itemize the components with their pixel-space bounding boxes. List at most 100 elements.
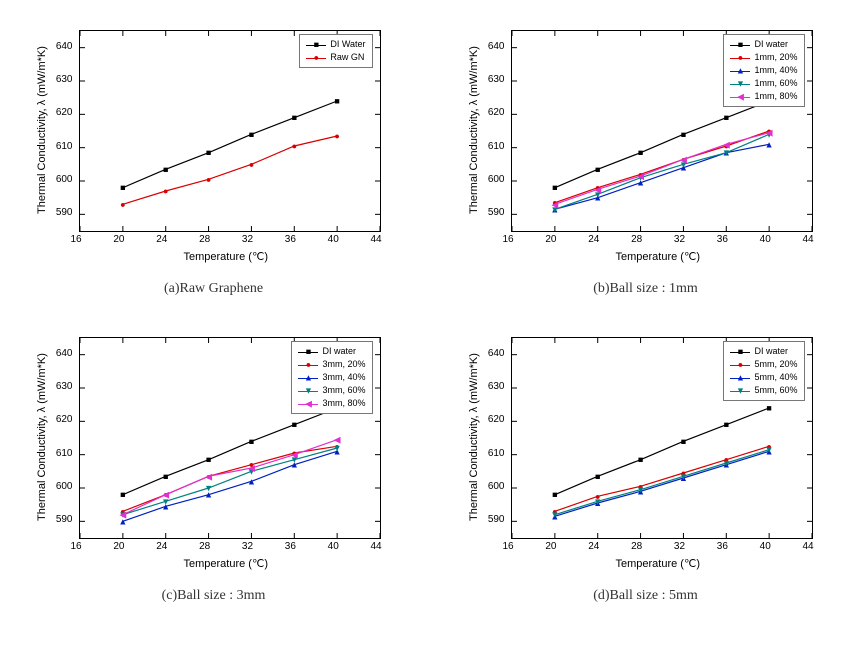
series-marker: ▼ [593, 496, 602, 506]
ytick-label: 590 [456, 514, 505, 525]
series-marker: ■ [248, 436, 253, 446]
y-axis-title: Thermal Conductivity, λ (mW/m*K) [36, 337, 48, 537]
xtick-label: 36 [285, 234, 296, 245]
xtick-label: 36 [717, 541, 728, 552]
series-marker: ◀ [765, 128, 772, 138]
chart-wrap: ■■■■■■●●●●●●▲▲▲▲▲▲▼▼▼▼▼▼◀◀◀◀◀◀5906006106… [24, 322, 404, 582]
series-marker: ■ [680, 129, 685, 139]
series-line [554, 144, 768, 209]
series-line [554, 134, 768, 209]
series-marker: ■ [637, 148, 642, 158]
series-marker: ● [205, 174, 210, 184]
legend-item: ▼ 3mm, 60% [298, 384, 365, 397]
series-marker: ■ [291, 420, 296, 430]
legend-item: ▲5mm, 40% [730, 371, 797, 384]
legend-item: ▼ 5mm, 60% [730, 384, 797, 397]
series-marker: ● [291, 141, 296, 151]
legend-label: 1mm, 60% [754, 77, 797, 90]
xtick-label: 24 [588, 234, 599, 245]
series-marker: ■ [162, 164, 167, 174]
legend-label: 3mm, 60% [322, 384, 365, 397]
series-marker: ■ [723, 420, 728, 430]
series-marker: ■ [334, 96, 339, 106]
panel-caption: (a)Raw Graphene [164, 281, 263, 297]
xtick-label: 20 [113, 541, 124, 552]
legend-label: 5mm, 60% [754, 384, 797, 397]
series-marker: ◀ [551, 199, 558, 209]
ytick-label: 600 [456, 481, 505, 492]
legend-label: DI water [322, 345, 356, 358]
legend-item: ■DI water [730, 38, 797, 51]
legend-marker: ◀ [298, 399, 318, 409]
series-line [122, 451, 336, 521]
series-marker: ▼ [721, 458, 730, 468]
legend-label: 1mm, 40% [754, 64, 797, 77]
series-marker: ■ [205, 148, 210, 158]
series-marker: ■ [594, 471, 599, 481]
legend-marker: ■ [730, 40, 750, 50]
series-marker: ● [334, 131, 339, 141]
legend: ■DI Water●Raw GN [299, 34, 372, 68]
xtick-label: 32 [674, 234, 685, 245]
ytick-label: 590 [24, 514, 73, 525]
legend-marker: ■ [298, 347, 318, 357]
xtick-label: 24 [156, 541, 167, 552]
xtick-label: 20 [545, 234, 556, 245]
series-marker: ◀ [290, 450, 297, 460]
panel-caption: (b)Ball size : 1mm [593, 281, 698, 297]
xtick-label: 36 [717, 234, 728, 245]
legend-label: Raw GN [330, 51, 364, 64]
legend-marker: ▲ [730, 373, 750, 383]
legend-marker: ▼ [730, 386, 750, 396]
ytick-label: 630 [456, 74, 505, 85]
series-marker: ■ [594, 164, 599, 174]
ytick-label: 640 [456, 348, 505, 359]
legend-marker: ▲ [298, 373, 318, 383]
x-axis-title: Temperature (℃) [616, 557, 701, 570]
ytick-label: 600 [24, 174, 73, 185]
series-marker: ◀ [119, 510, 126, 520]
xtick-label: 44 [371, 234, 382, 245]
series-line [554, 450, 768, 515]
ytick-label: 620 [456, 414, 505, 425]
ytick-label: 610 [24, 448, 73, 459]
series-line [122, 101, 336, 188]
series-marker: ● [120, 199, 125, 209]
xtick-label: 44 [803, 541, 814, 552]
series-marker: ▼ [550, 510, 559, 520]
legend-label: 1mm, 20% [754, 51, 797, 64]
legend-item: ●5mm, 20% [730, 358, 797, 371]
xtick-label: 40 [328, 234, 339, 245]
legend-label: 3mm, 40% [322, 371, 365, 384]
legend: ■DI water●3mm, 20%▲3mm, 40%▼3mm, 60%◀3mm… [291, 341, 372, 414]
legend-marker: ■ [306, 40, 326, 50]
legend-marker: ▼ [730, 79, 750, 89]
x-axis-title: Temperature (℃) [616, 250, 701, 263]
legend-marker: ▲ [730, 66, 750, 76]
xtick-label: 32 [242, 234, 253, 245]
panel-caption: (c)Ball size : 3mm [162, 588, 266, 604]
xtick-label: 44 [371, 541, 382, 552]
xtick-label: 28 [199, 234, 210, 245]
series-line [554, 446, 768, 511]
series-marker: ■ [766, 403, 771, 413]
ytick-label: 620 [24, 107, 73, 118]
chart-panel: ■■■■■■●●●●●●▲▲▲▲▲▲▼▼▼▼▼▼5906006106206306… [447, 322, 844, 604]
legend-marker: ■ [730, 347, 750, 357]
series-marker: ■ [680, 436, 685, 446]
ytick-label: 630 [24, 381, 73, 392]
x-axis-title: Temperature (℃) [184, 557, 269, 570]
ytick-label: 630 [24, 74, 73, 85]
series-marker: ■ [162, 471, 167, 481]
xtick-label: 32 [674, 541, 685, 552]
series-marker: ◀ [722, 139, 729, 149]
legend-marker: ● [730, 53, 750, 63]
ytick-label: 590 [24, 207, 73, 218]
figure-grid: ■■■■■■●●●●●●5906006106206306401620242832… [15, 15, 844, 604]
series-marker: ◀ [594, 184, 601, 194]
xtick-label: 20 [113, 234, 124, 245]
legend: ■DI water●5mm, 20%▲5mm, 40%▼5mm, 60% [723, 341, 804, 401]
series-marker: ● [162, 186, 167, 196]
legend-marker: ▼ [298, 386, 318, 396]
series-marker: ◀ [162, 490, 169, 500]
